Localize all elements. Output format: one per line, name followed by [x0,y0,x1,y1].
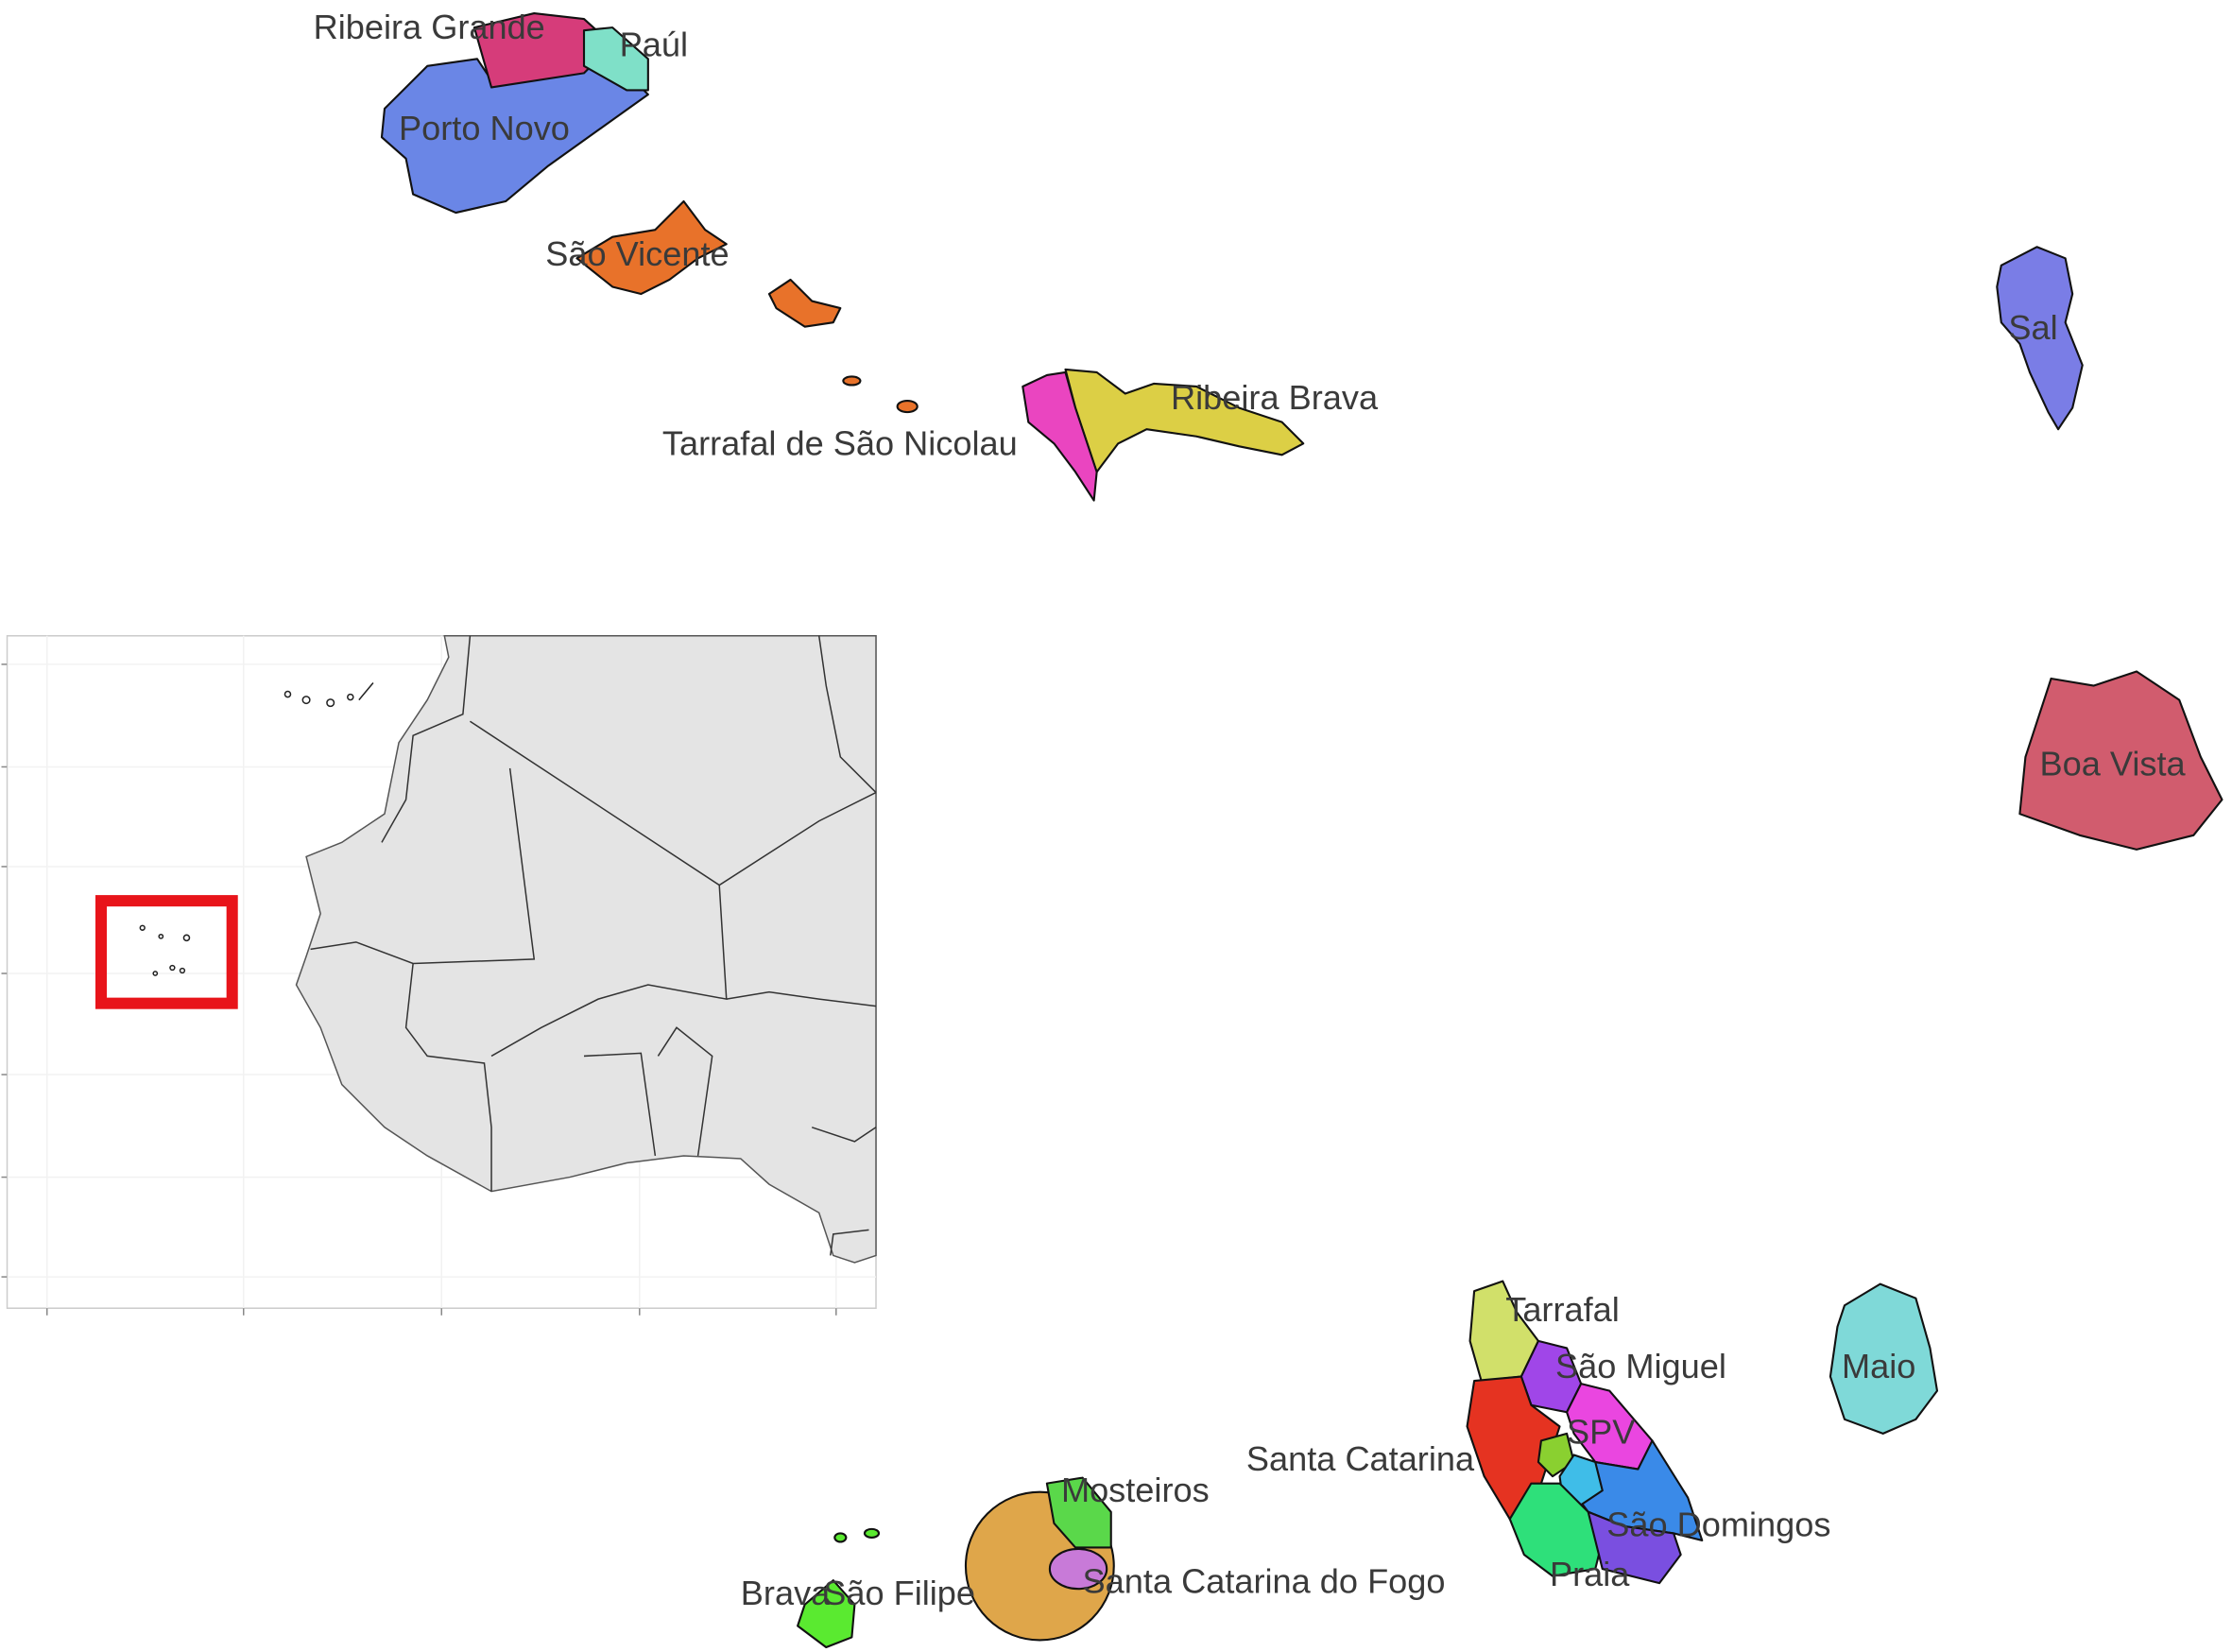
island [842,375,862,387]
labels: Ribeira Grande Paúl Porto Novo São Vicen… [314,8,2187,1612]
region-label: Boa Vista [2040,744,2187,783]
region-label: Brava [741,1574,831,1612]
region [1587,1510,1682,1585]
region-label: Praia [1550,1555,1630,1593]
region [2018,670,2223,851]
highlight-box [94,895,238,1009]
inset-ticks [1,663,837,1316]
region-label: Ribeira Grande [314,8,545,46]
region-label: Tarrafal [1505,1290,1620,1329]
region [797,1579,856,1649]
region-label: São Vicente [545,234,729,273]
region-label: Porto Novo [399,109,570,147]
island [833,1532,848,1543]
region [1022,370,1098,502]
region [582,26,649,92]
region-label: Ribeira Brava [1171,378,1379,417]
region-label: Sal [2008,308,2057,347]
region-label: SPV [1567,1412,1635,1451]
region [1045,1476,1112,1549]
region [1996,246,2084,431]
island [767,278,842,328]
region [1048,1547,1108,1591]
region [1829,1282,1939,1435]
region [575,199,728,296]
region [380,58,649,215]
island [896,400,919,414]
inset-map [1,635,877,1316]
inset-borders [310,635,877,1256]
region-label: São Miguel [1555,1347,1726,1385]
region-label: Maio [1842,1347,1915,1385]
region-label: São Filipe [823,1574,975,1612]
region-label: Santa Catarina [1246,1439,1475,1478]
region-label: Tarrafal de São Nicolau [662,423,1018,462]
island [863,1527,881,1539]
region-label: Mosteiros [1061,1471,1210,1509]
region-label: Santa Catarina do Fogo [1083,1562,1446,1601]
inset-islands [139,682,374,976]
region-label: Paúl [620,25,688,63]
region-label: São Domingos [1606,1505,1830,1543]
